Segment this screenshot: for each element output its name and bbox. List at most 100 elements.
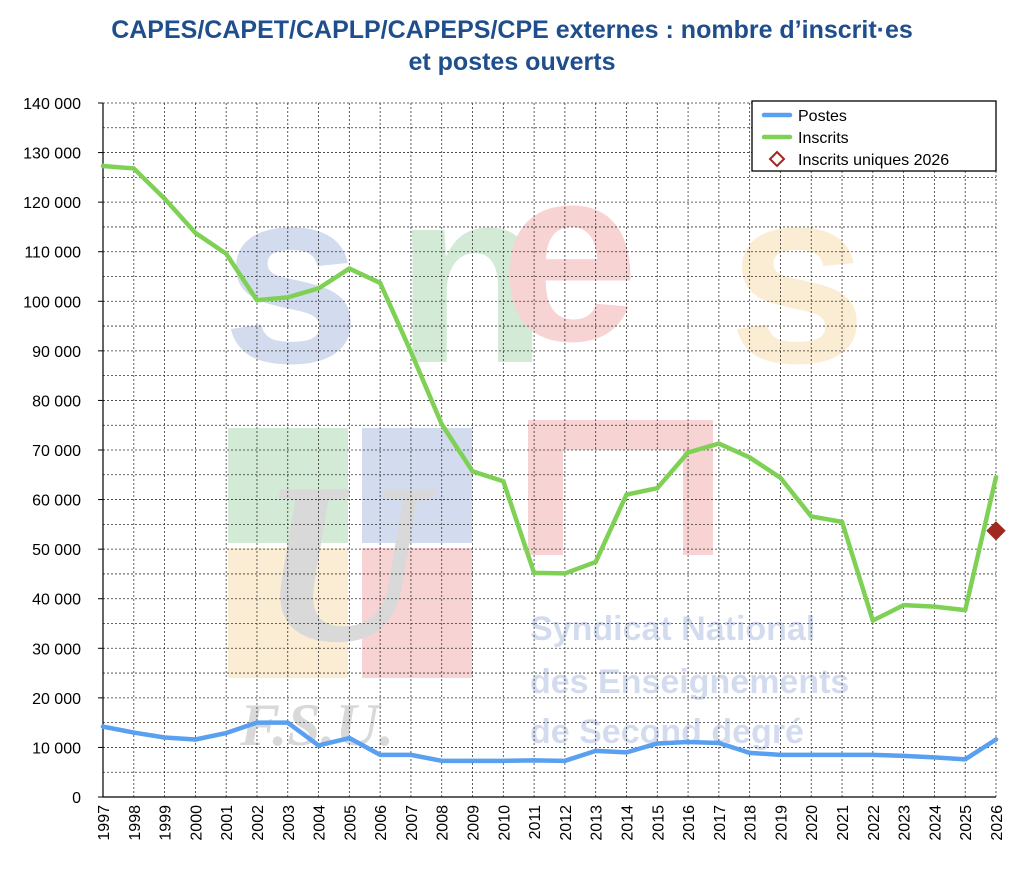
x-tick-label: 2015 bbox=[650, 805, 667, 841]
x-tick-label: 2021 bbox=[835, 805, 852, 841]
y-tick-label: 80 000 bbox=[32, 393, 81, 410]
data-point-postes bbox=[193, 737, 198, 742]
data-point-inscrits bbox=[655, 485, 660, 491]
x-tick-label: 1999 bbox=[158, 805, 175, 841]
legend-label: Postes bbox=[798, 108, 847, 125]
data-point-postes bbox=[716, 740, 722, 746]
data-point-postes bbox=[624, 750, 629, 755]
data-point-inscrits bbox=[809, 514, 814, 519]
y-tick-label: 130 000 bbox=[23, 146, 81, 163]
legend-swatch bbox=[768, 150, 786, 168]
data-point-inscrits bbox=[685, 450, 691, 455]
data-point-inscrits bbox=[162, 196, 167, 201]
data-point-postes bbox=[131, 730, 136, 735]
data-point-inscrits bbox=[593, 559, 598, 565]
data-point-postes bbox=[809, 752, 814, 758]
data-point-postes bbox=[285, 720, 290, 725]
data-point-inscrits bbox=[347, 266, 352, 271]
y-tick-label: 70 000 bbox=[32, 443, 81, 460]
legend: Postes Inscrits Inscrits uniques 2026 bbox=[751, 100, 997, 172]
data-point-postes bbox=[963, 757, 968, 762]
y-axis-ticks: 0 10 000 20 000 30 000 40 000 50 000 60 000 70 … bbox=[23, 96, 103, 807]
data-point-inscrits bbox=[470, 469, 475, 474]
data-point-inscrits bbox=[531, 570, 537, 576]
data-point-postes bbox=[100, 724, 106, 729]
y-tick-label: 140 000 bbox=[23, 96, 81, 113]
data-point-inscrits bbox=[716, 441, 722, 446]
data-point-postes bbox=[593, 748, 598, 754]
data-point-postes bbox=[408, 752, 414, 758]
y-tick-label: 30 000 bbox=[32, 641, 81, 658]
chart-title-line-2: et postes ouverts bbox=[408, 48, 616, 76]
data-point-inscrits bbox=[285, 295, 290, 300]
data-point-postes bbox=[747, 750, 752, 756]
watermark-bar-left bbox=[528, 420, 563, 555]
series-line-inscrits bbox=[100, 163, 999, 623]
x-tick-label: 2008 bbox=[435, 805, 452, 841]
y-tick-label: 10 000 bbox=[32, 740, 81, 757]
watermark-line-1: Syndicat National bbox=[530, 610, 815, 648]
watermark-letter-s2: s bbox=[728, 136, 867, 415]
y-tick-label: 60 000 bbox=[32, 493, 81, 510]
x-tick-label: 2013 bbox=[589, 805, 606, 841]
series-layer bbox=[100, 163, 1006, 764]
watermark-u: U bbox=[260, 435, 436, 690]
y-tick-label: 50 000 bbox=[32, 542, 81, 559]
watermark-letter-e: e bbox=[500, 114, 639, 393]
y-tick-label: 120 000 bbox=[23, 195, 81, 212]
data-point-inscrits bbox=[932, 604, 937, 609]
data-point-inscrits bbox=[223, 251, 229, 256]
x-tick-label: 2022 bbox=[866, 805, 883, 841]
data-point-postes bbox=[470, 758, 475, 764]
y-tick-label: 20 000 bbox=[32, 691, 81, 708]
data-point-postes bbox=[778, 752, 783, 758]
data-point-inscrits bbox=[778, 475, 783, 480]
x-tick-label: 2016 bbox=[681, 805, 698, 841]
data-point-postes bbox=[439, 758, 444, 764]
data-point-postes bbox=[377, 752, 383, 758]
data-point-inscrits bbox=[562, 571, 568, 576]
data-point-inscrits bbox=[747, 455, 752, 460]
data-point-postes bbox=[254, 720, 260, 725]
data-point-postes bbox=[685, 739, 691, 745]
x-tick-label: 1998 bbox=[127, 805, 144, 841]
data-point-postes bbox=[162, 735, 167, 740]
x-tick-label: 2000 bbox=[188, 805, 205, 841]
data-point-postes bbox=[316, 743, 321, 748]
data-point-postes bbox=[901, 753, 906, 759]
data-point-postes bbox=[562, 758, 568, 764]
x-tick-label: 2009 bbox=[466, 805, 483, 841]
x-tick-label: 2019 bbox=[773, 805, 790, 841]
y-tick-label: 110 000 bbox=[24, 245, 81, 262]
data-point-postes bbox=[655, 741, 660, 746]
data-point-postes bbox=[839, 752, 845, 758]
chart-title: CAPES/CAPET/CAPLP/CAPEPS/CPE externes : … bbox=[0, 14, 1024, 78]
data-point-inscrits bbox=[316, 286, 321, 291]
x-tick-label: 2024 bbox=[927, 805, 944, 841]
x-axis-ticks: 1997 1998 1999 2000 2001 2002 2003 2004 2005 2006… bbox=[96, 805, 1006, 841]
data-point-inscrits bbox=[624, 492, 629, 497]
y-tick-label: 0 bbox=[72, 790, 81, 807]
x-tick-label: 2020 bbox=[804, 805, 821, 841]
x-tick-label: 2023 bbox=[897, 805, 914, 841]
x-tick-label: 2010 bbox=[496, 805, 513, 841]
x-tick-label: 2006 bbox=[373, 805, 390, 841]
y-tick-label: 40 000 bbox=[32, 592, 81, 609]
x-tick-label: 1997 bbox=[96, 805, 113, 841]
x-tick-label: 2018 bbox=[743, 805, 760, 841]
x-tick-label: 2012 bbox=[558, 805, 575, 841]
data-point-inscrits-uniques-2026 bbox=[986, 521, 1006, 541]
y-tick-label: 100 000 bbox=[23, 294, 81, 311]
watermark-bar-right bbox=[683, 420, 713, 555]
x-tick-label: 2014 bbox=[619, 805, 636, 841]
data-point-inscrits bbox=[131, 166, 136, 171]
data-point-inscrits bbox=[501, 479, 506, 484]
snes-fsu-watermark: s n e s U F.S.U. Syndicat National des E… bbox=[222, 114, 867, 758]
x-tick-label: 2005 bbox=[342, 805, 359, 841]
data-point-inscrits bbox=[993, 475, 999, 480]
data-point-inscrits bbox=[870, 618, 876, 623]
data-point-postes bbox=[347, 735, 352, 741]
y-tick-label: 90 000 bbox=[32, 344, 81, 361]
x-tick-label: 2001 bbox=[219, 805, 236, 841]
